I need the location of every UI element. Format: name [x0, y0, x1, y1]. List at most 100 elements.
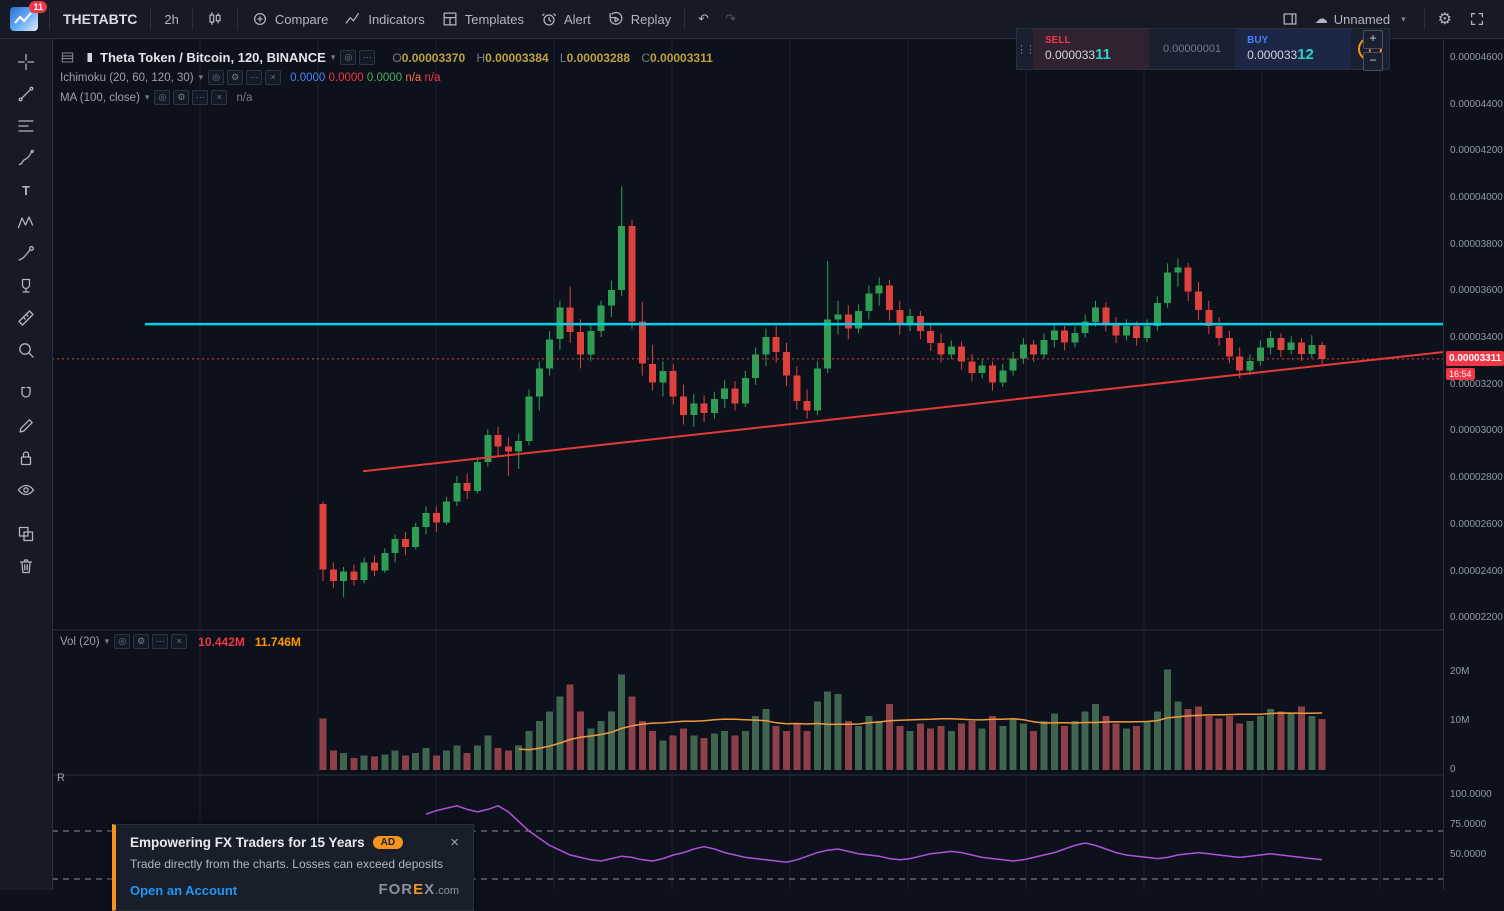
low-key: L	[559, 50, 567, 65]
sell-button[interactable]: SELL 0.00003311	[1033, 29, 1149, 69]
axis-label: 0.00002200	[1450, 612, 1503, 624]
tool-object-tree[interactable]	[9, 518, 43, 550]
drag-handle[interactable]: ⋮⋮	[1016, 43, 1036, 56]
price-axis[interactable]: 0.00004600 0.00004400 0.00004200 0.00004000…	[1443, 38, 1504, 890]
app-logo[interactable]: 11	[10, 1, 47, 31]
tool-text[interactable]: T	[9, 174, 43, 206]
tool-crosshair[interactable]	[9, 46, 43, 78]
tool-shapes[interactable]	[9, 270, 43, 302]
alert-button[interactable]: Alert	[532, 6, 599, 32]
volume-title[interactable]: Vol (20)	[60, 635, 100, 648]
brush-icon	[18, 149, 34, 166]
more-icon[interactable]: ⋯	[152, 634, 169, 649]
axis-label: 0.00004200	[1450, 145, 1503, 157]
tool-hide-drawings[interactable]	[9, 474, 43, 506]
eye-icon[interactable]: ◎	[340, 50, 357, 65]
symbol-title[interactable]: Theta Token / Bitcoin, 120, BINANCE	[100, 50, 326, 65]
templates-icon	[443, 12, 457, 26]
tool-prediction[interactable]	[9, 238, 43, 270]
tool-trend-line[interactable]	[9, 78, 43, 110]
prediction-icon	[18, 246, 34, 261]
eye-icon[interactable]: ◎	[114, 634, 131, 649]
indicators-label: Indicators	[368, 11, 425, 27]
svg-text:T: T	[22, 183, 30, 198]
zoom-out-button[interactable]: −	[1363, 52, 1383, 71]
undo-button[interactable]: ↶	[698, 11, 710, 26]
save-layout-button[interactable]: ☁ Unnamed ▾	[1307, 7, 1419, 31]
sell-price: 0.00003311	[1045, 46, 1111, 63]
magnifier-icon	[19, 343, 34, 358]
close-icon[interactable]: ×	[211, 90, 228, 105]
tool-xabcd-pattern[interactable]	[9, 206, 43, 238]
ad-body-text: Trade directly from the charts. Losses c…	[130, 857, 444, 871]
buy-button[interactable]: BUY 0.00003312	[1235, 29, 1352, 69]
axis-label: 0.00004000	[1450, 191, 1503, 203]
low-value: 0.00003288	[566, 50, 630, 65]
buy-label: BUY	[1247, 35, 1269, 46]
replay-button[interactable]: Replay	[599, 6, 679, 32]
drawing-toolbar: T	[0, 38, 53, 890]
ma-title[interactable]: MA (100, close)	[60, 91, 140, 104]
legend-collapse-icon[interactable]	[60, 50, 75, 65]
axis-label: 0.00004400	[1450, 98, 1503, 110]
settings-icon[interactable]: ⚙	[133, 634, 150, 649]
settings-icon[interactable]: ⚙	[173, 90, 190, 105]
tool-lock-drawings[interactable]	[9, 442, 43, 474]
ad-close-button[interactable]: ×	[450, 833, 459, 851]
close-value: 0.00003311	[650, 50, 713, 65]
chevron-down-icon: ▾	[330, 52, 336, 62]
indicators-button[interactable]: Indicators	[336, 6, 432, 32]
tool-measure[interactable]	[9, 302, 43, 334]
current-price-badge: 0.00003311	[1446, 350, 1504, 366]
buy-sell-panel: ⋮⋮ SELL 0.00003311 0.00000001 BUY 0.0000…	[1016, 28, 1391, 70]
templates-button[interactable]: Templates	[433, 6, 532, 32]
chevron-down-icon: ▾	[1401, 13, 1406, 24]
volume-ma-value: 11.746M	[254, 634, 301, 649]
settings-icon[interactable]: ⚙	[227, 70, 244, 85]
eye-icon[interactable]: ◎	[154, 90, 171, 105]
tool-magnet[interactable]	[9, 378, 43, 410]
redo-button[interactable]: ↷	[725, 11, 736, 26]
high-value: 0.00003384	[485, 50, 549, 65]
rsi-legend-partial[interactable]: R	[57, 772, 65, 784]
replay-label: Replay	[630, 11, 672, 27]
more-icon[interactable]: ⋯	[359, 50, 376, 65]
zoom-in-button[interactable]: +	[1363, 30, 1383, 49]
more-icon[interactable]: ⋯	[192, 90, 209, 105]
fullscreen-button[interactable]	[1460, 6, 1494, 32]
axis-label: 0.00003400	[1450, 332, 1503, 344]
panel-icon	[1283, 13, 1297, 25]
chart-style-button[interactable]	[198, 6, 232, 32]
ichimoku-value-1: 0.0000	[290, 71, 326, 84]
eye-icon	[17, 484, 35, 496]
alert-label: Alert	[563, 11, 591, 27]
symbol-button[interactable]: THETABTC	[63, 11, 138, 27]
ohlc-values: O0.00003370 H0.00003384 L0.00003288 C0.0…	[384, 51, 712, 65]
indicators-icon	[345, 12, 360, 24]
axis-label: 0.00002400	[1450, 565, 1503, 577]
tool-fib-retracement[interactable]	[9, 110, 43, 142]
tool-remove-drawings[interactable]	[9, 550, 43, 582]
crosshair-icon	[17, 53, 35, 71]
tool-draw-mode[interactable]	[9, 410, 43, 442]
ad-cta-link[interactable]: Open an Account	[130, 883, 238, 898]
eye-icon[interactable]: ◎	[208, 70, 225, 85]
open-value: 0.00003370	[401, 50, 466, 65]
compare-button[interactable]: Compare	[243, 6, 336, 32]
panel-layout-button[interactable]	[1273, 6, 1307, 32]
alert-clock-icon	[542, 13, 556, 26]
open-key: O	[392, 50, 402, 65]
close-icon[interactable]: ×	[265, 70, 282, 85]
ichimoku-title[interactable]: Ichimoku (20, 60, 120, 30)	[60, 71, 194, 84]
more-icon[interactable]: ⋯	[246, 70, 263, 85]
axis-label: 20M	[1450, 666, 1470, 678]
settings-button[interactable]: ⚙	[1437, 11, 1452, 28]
tool-zoom[interactable]	[9, 334, 43, 366]
symbol-legend-row: Theta Token / Bitcoin, 120, BINANCE ▾ ◎ …	[60, 50, 713, 65]
spread-value: 0.00000001	[1163, 43, 1222, 55]
interval-button[interactable]: 2h	[164, 11, 179, 27]
tool-brush[interactable]	[9, 142, 43, 174]
close-icon[interactable]: ×	[171, 634, 188, 649]
ruler-icon	[18, 310, 34, 326]
price-chart[interactable]	[52, 38, 1443, 890]
